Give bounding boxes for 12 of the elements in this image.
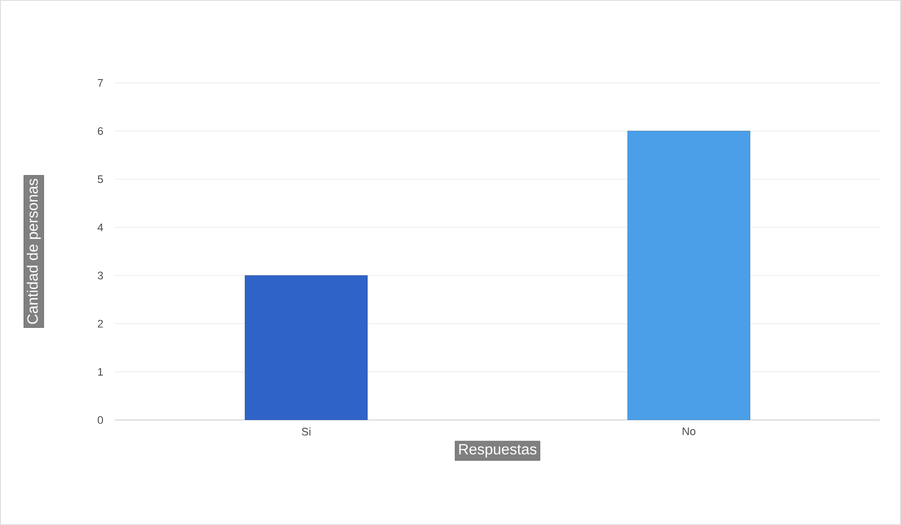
y-tick-label: 0: [98, 416, 103, 424]
y-tick-label: 6: [98, 127, 103, 135]
y-tick-label: 2: [98, 320, 103, 328]
y-tick-label: 1: [98, 368, 103, 376]
y-tick-label: 4: [98, 224, 104, 232]
x-tick-label: Si: [302, 428, 310, 436]
x-axis-title: Respuestas: [459, 444, 536, 458]
y-tick-label: 3: [98, 272, 103, 280]
y-tick-label: 7: [98, 79, 103, 87]
y-axis-title: Cantidad de personas: [26, 178, 41, 324]
y-tick-label: 5: [98, 175, 103, 184]
x-tick-label: No: [682, 428, 696, 436]
